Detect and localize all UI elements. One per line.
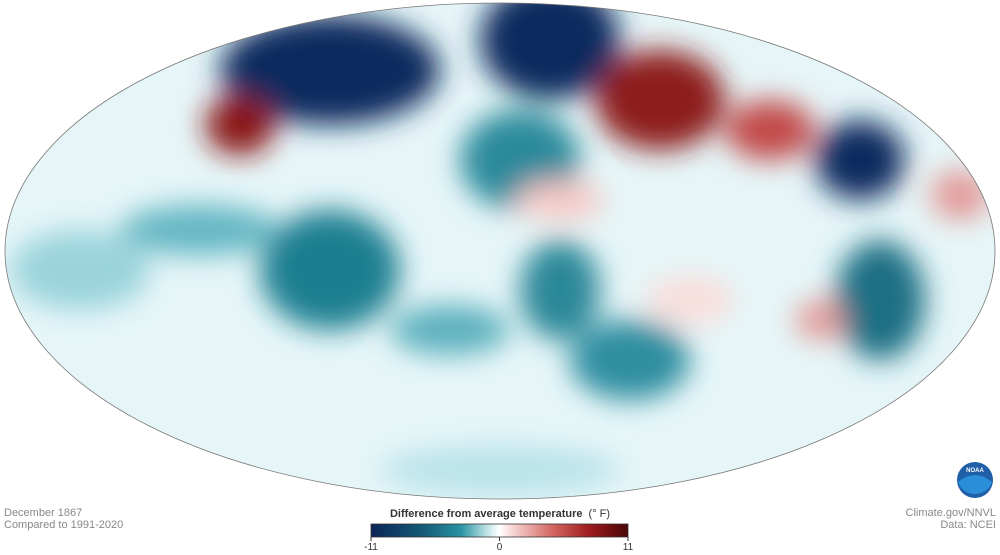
scale-tick-label: -11 <box>364 542 378 553</box>
source-credit: Data: NCEI <box>940 519 996 531</box>
logo-text: NOAA <box>966 468 984 474</box>
site-credit: Climate.gov/NNVL <box>906 507 996 519</box>
legend-title-text: Difference from average temperature <box>390 508 583 520</box>
period: December 1867 <box>4 507 82 519</box>
color-scale <box>370 523 629 538</box>
scale-tick-label: 11 <box>623 542 634 553</box>
legend-title: Difference from average temperature (° F) <box>390 508 610 520</box>
scale-ticks: -11 0 11 <box>364 537 634 553</box>
legend-unit: (° F) <box>589 508 611 520</box>
map-outline <box>4 2 996 500</box>
noaa-logo: NOAA <box>957 462 993 498</box>
baseline: Compared to 1991-2020 <box>4 519 123 531</box>
scale-tick-label: 0 <box>497 542 503 553</box>
